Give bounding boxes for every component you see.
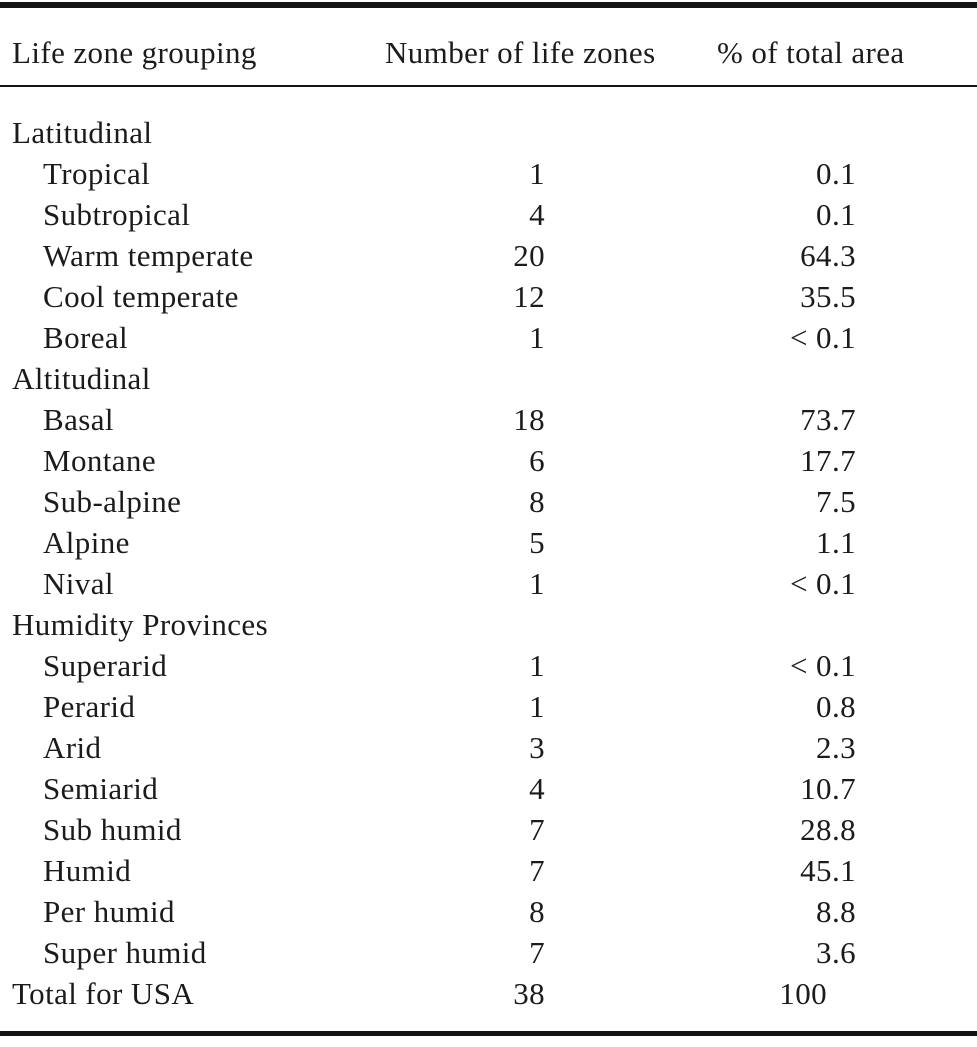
table-row: Nival 1 < 0.1 [0,563,977,604]
row-zone-count: 1 [529,565,545,601]
row-label: Latitudinal [12,114,153,150]
row-label: Warm temperate [43,237,254,273]
table-row: Total for USA 38 100 [0,973,977,1014]
top-rule [0,2,977,8]
row-label: Montane [43,442,156,478]
row-zone-count: 1 [529,155,545,191]
row-zone-count: 4 [529,770,545,806]
table-row: Superarid 1 < 0.1 [0,645,977,686]
row-label: Altitudinal [12,360,151,396]
row-zone-count: 6 [529,442,545,478]
row-label: Basal [43,401,114,437]
row-zone-count: 1 [529,688,545,724]
row-area-percent: 73.7 [800,401,856,437]
row-area-percent: 7.5 [816,483,856,519]
header-rule [0,85,977,87]
row-area-percent: 3.6 [816,934,856,970]
table-row: Altitudinal [0,358,977,399]
table-row: Montane 6 17.7 [0,440,977,481]
row-label: Sub humid [43,811,182,847]
col-header-life-zone-grouping: Life zone grouping [12,35,257,70]
table-row: Boreal 1 < 0.1 [0,317,977,358]
row-area-percent: 10.7 [800,770,856,806]
row-zone-count: 38 [513,975,545,1011]
row-zone-count: 3 [529,729,545,765]
bottom-rule [0,1031,977,1036]
row-area-percent: 1.1 [816,524,856,560]
table-row: Warm temperate 20 64.3 [0,235,977,276]
row-zone-count: 1 [529,319,545,355]
col-header-number-of-life-zones: Number of life zones [385,35,656,70]
row-label: Perarid [43,688,136,724]
row-area-percent: 0.8 [816,688,856,724]
row-label: Tropical [43,155,151,191]
row-zone-count: 12 [513,278,545,314]
row-area-percent: 100 [779,975,827,1011]
row-zone-count: 18 [513,401,545,437]
row-area-percent: 64.3 [800,237,856,273]
row-zone-count: 7 [529,934,545,970]
table-row: Tropical 1 0.1 [0,153,977,194]
row-label: Sub-alpine [43,483,182,519]
row-area-percent: 2.3 [816,729,856,765]
row-area-percent: 45.1 [800,852,856,888]
table-row: Latitudinal [0,112,977,153]
row-label: Superarid [43,647,168,683]
row-label: Humid [43,852,132,888]
row-label: Humidity Provinces [12,606,269,642]
row-label: Per humid [43,893,175,929]
row-area-percent: 35.5 [800,278,856,314]
row-area-percent: < 0.1 [790,565,856,601]
row-label: Alpine [43,524,130,560]
row-area-percent: 0.1 [816,155,856,191]
row-zone-count: 7 [529,811,545,847]
table-row: Subtropical 4 0.1 [0,194,977,235]
table-row: Per humid 8 8.8 [0,891,977,932]
row-zone-count: 7 [529,852,545,888]
table-row: Alpine 5 1.1 [0,522,977,563]
table-row: Cool temperate 12 35.5 [0,276,977,317]
table-row: Sub humid 7 28.8 [0,809,977,850]
table-row: Basal 18 73.7 [0,399,977,440]
row-area-percent: < 0.1 [790,319,856,355]
row-area-percent: 28.8 [800,811,856,847]
row-area-percent: 0.1 [816,196,856,232]
table-row: Super humid 7 3.6 [0,932,977,973]
table-row: Sub-alpine 8 7.5 [0,481,977,522]
row-area-percent: 8.8 [816,893,856,929]
row-zone-count: 20 [513,237,545,273]
row-zone-count: 5 [529,524,545,560]
row-area-percent: < 0.1 [790,647,856,683]
table-row: Perarid 1 0.8 [0,686,977,727]
table-row: Humid 7 45.1 [0,850,977,891]
row-zone-count: 8 [529,483,545,519]
row-label: Semiarid [43,770,159,806]
row-label: Arid [43,729,102,765]
row-label: Boreal [43,319,129,355]
row-label: Nival [43,565,114,601]
table-row: Arid 3 2.3 [0,727,977,768]
table-header-row: Life zone grouping Number of life zones … [0,36,977,76]
row-label: Total for USA [12,975,195,1011]
row-zone-count: 1 [529,647,545,683]
row-area-percent: 17.7 [800,442,856,478]
row-zone-count: 8 [529,893,545,929]
row-label: Subtropical [43,196,191,232]
table-body: Latitudinal Tropical 1 0.1 Subtropical 4… [0,112,977,1014]
row-zone-count: 4 [529,196,545,232]
row-label: Cool temperate [43,278,239,314]
col-header-percent-of-total-area: % of total area [717,35,905,70]
table-row: Semiarid 4 10.7 [0,768,977,809]
row-label: Super humid [43,934,207,970]
table-row: Humidity Provinces [0,604,977,645]
